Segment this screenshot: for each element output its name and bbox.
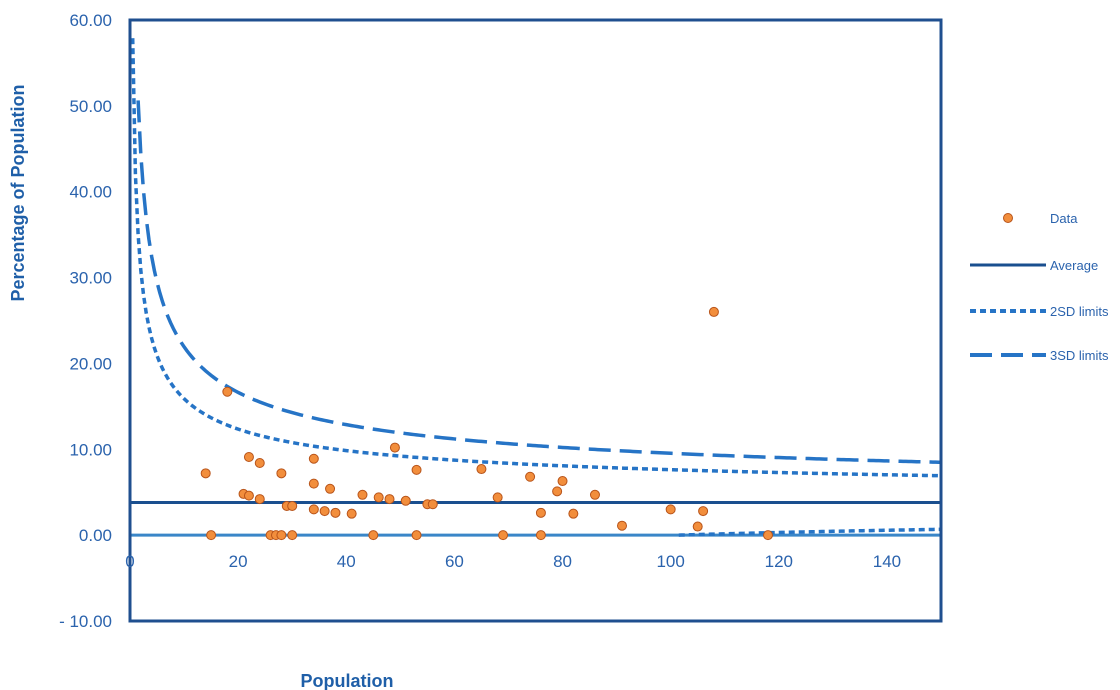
y-tick-label: 0.00 — [79, 526, 112, 545]
data-point — [557, 476, 568, 487]
data-point — [276, 530, 287, 541]
data-point — [254, 458, 265, 469]
data-point — [492, 492, 503, 503]
data-point — [476, 464, 487, 475]
data-point — [384, 494, 395, 505]
data-point — [762, 530, 773, 541]
data-point — [319, 506, 330, 517]
legend-label-data: Data — [1050, 211, 1078, 226]
y-tick-label: 30.00 — [69, 269, 112, 288]
data-point — [411, 464, 422, 475]
data-point — [708, 306, 719, 317]
x-tick-label: 0 — [125, 552, 134, 571]
y-tick-label: - 10.00 — [59, 612, 112, 631]
lower-2sd-line — [678, 527, 942, 537]
y-tick-label: 40.00 — [69, 183, 112, 202]
data-point — [665, 504, 676, 515]
data-point — [206, 530, 217, 541]
data-point — [535, 530, 546, 541]
data-point — [692, 521, 703, 532]
data-point — [346, 508, 357, 519]
y-tick-label: 50.00 — [69, 97, 112, 116]
x-tick-label: 140 — [873, 552, 901, 571]
upper-3sd-line — [136, 100, 942, 465]
data-point — [368, 530, 379, 541]
y-tick-label: 10.00 — [69, 440, 112, 459]
data-point — [389, 442, 400, 453]
data-point — [411, 530, 422, 541]
data-point — [308, 453, 319, 464]
data-point — [200, 468, 211, 479]
upper-2sd-line — [130, 38, 942, 478]
data-point — [535, 507, 546, 518]
data-point — [287, 500, 298, 511]
data-point — [325, 483, 336, 494]
x-tick-label: 20 — [229, 552, 248, 571]
legend-label-2sd: 2SD limits — [1050, 304, 1109, 319]
data-point — [330, 507, 341, 518]
data-point — [308, 504, 319, 515]
data-point — [243, 452, 254, 463]
data-point — [287, 530, 298, 541]
x-tick-label: 80 — [553, 552, 572, 571]
x-tick-label: 40 — [337, 552, 356, 571]
data-point — [308, 478, 319, 489]
x-tick-label: 60 — [445, 552, 464, 571]
legend-data-marker — [1003, 213, 1013, 223]
x-tick-label: 120 — [765, 552, 793, 571]
x-axis-title: Population — [301, 671, 394, 690]
data-point — [243, 490, 254, 501]
plot-points — [200, 306, 773, 541]
data-point — [254, 494, 265, 505]
data-point — [427, 499, 438, 510]
y-tick-label: 20.00 — [69, 354, 112, 373]
legend-label-3sd: 3SD limits — [1050, 348, 1109, 363]
x-tick-label: 100 — [656, 552, 684, 571]
data-point — [617, 520, 628, 531]
data-point — [589, 489, 600, 500]
data-point — [222, 386, 233, 397]
legend-label-average: Average — [1050, 258, 1098, 273]
plot-lines — [130, 38, 942, 537]
y-tick-label: 60.00 — [69, 11, 112, 30]
data-point — [525, 471, 536, 482]
data-point — [357, 489, 368, 500]
axis-ticks: - 10.00 0.00 10.00 20.00 30.00 40.00 50.00 60.0… — [59, 11, 901, 631]
data-point — [276, 468, 287, 479]
y-axis-title: Percentage of Population — [8, 84, 28, 301]
data-point — [400, 495, 411, 506]
data-point — [373, 492, 384, 503]
data-point — [552, 486, 563, 497]
data-point — [568, 508, 579, 519]
data-point — [698, 506, 709, 517]
plot-frame — [128, 18, 943, 623]
legend: Data Average 2SD limits 3SD limits — [970, 211, 1109, 363]
data-point — [498, 530, 509, 541]
